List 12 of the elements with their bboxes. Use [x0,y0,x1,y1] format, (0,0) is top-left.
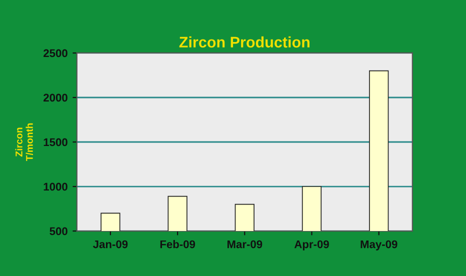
y-axis-title: Zircon T/month [15,123,33,162]
y-tick-label: 1000 [44,182,68,191]
x-tick-label: May-09 [360,240,398,250]
y-tick-label: 1500 [44,138,68,146]
x-tick-label: Feb-09 [160,240,196,248]
chart-title: Zircon Production [179,36,310,48]
x-tick-label: Jan-09 [93,240,128,248]
y-tick-label: 500 [50,227,68,236]
x-tick-label: Apr-09 [294,240,329,250]
y-tick-label: 2500 [44,49,68,58]
x-tick-label: Mar-09 [227,240,262,248]
y-tick-label: 2000 [44,94,68,102]
